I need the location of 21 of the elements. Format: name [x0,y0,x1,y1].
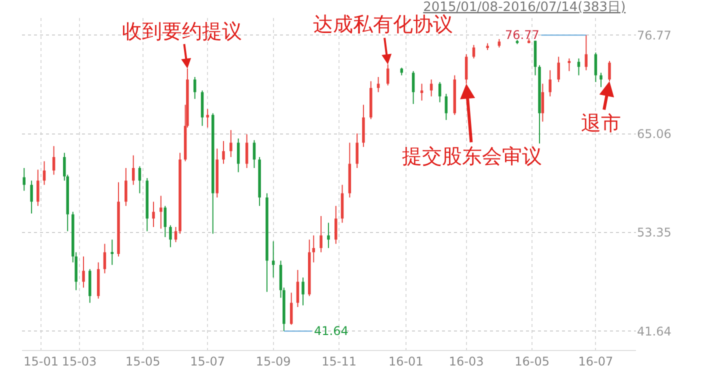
x-tick-label: 15-03 [62,354,97,368]
y-tick-label: 41.64 [637,324,672,338]
x-tick-label: 15-11 [322,354,357,368]
annotation: 退市 [581,111,621,135]
x-tick-label: 15-07 [190,354,226,368]
chart-title: 2015/01/08-2016/07/14(383日) [423,0,626,15]
y-tick-label: 76.77 [637,28,672,42]
y-tick-label: 53.35 [637,226,672,240]
x-tick-label: 16-01 [388,354,424,368]
annotation: 41.64 [314,324,348,338]
annotation: 76.77 [505,28,540,42]
annotation: 提交股东会审议 [402,144,542,168]
x-tick-label: 15-05 [125,354,160,368]
y-tick-label: 65.06 [637,126,672,141]
annotation: 达成私有化协议 [313,12,453,36]
x-tick-label: 15-09 [256,354,291,368]
x-tick-label: 15-01 [24,354,59,368]
x-tick-label: 16-07 [578,354,614,368]
x-tick-label: 16-05 [514,354,550,368]
x-tick-label: 16-03 [448,354,484,368]
annotation: 收到要约提议 [122,19,242,43]
